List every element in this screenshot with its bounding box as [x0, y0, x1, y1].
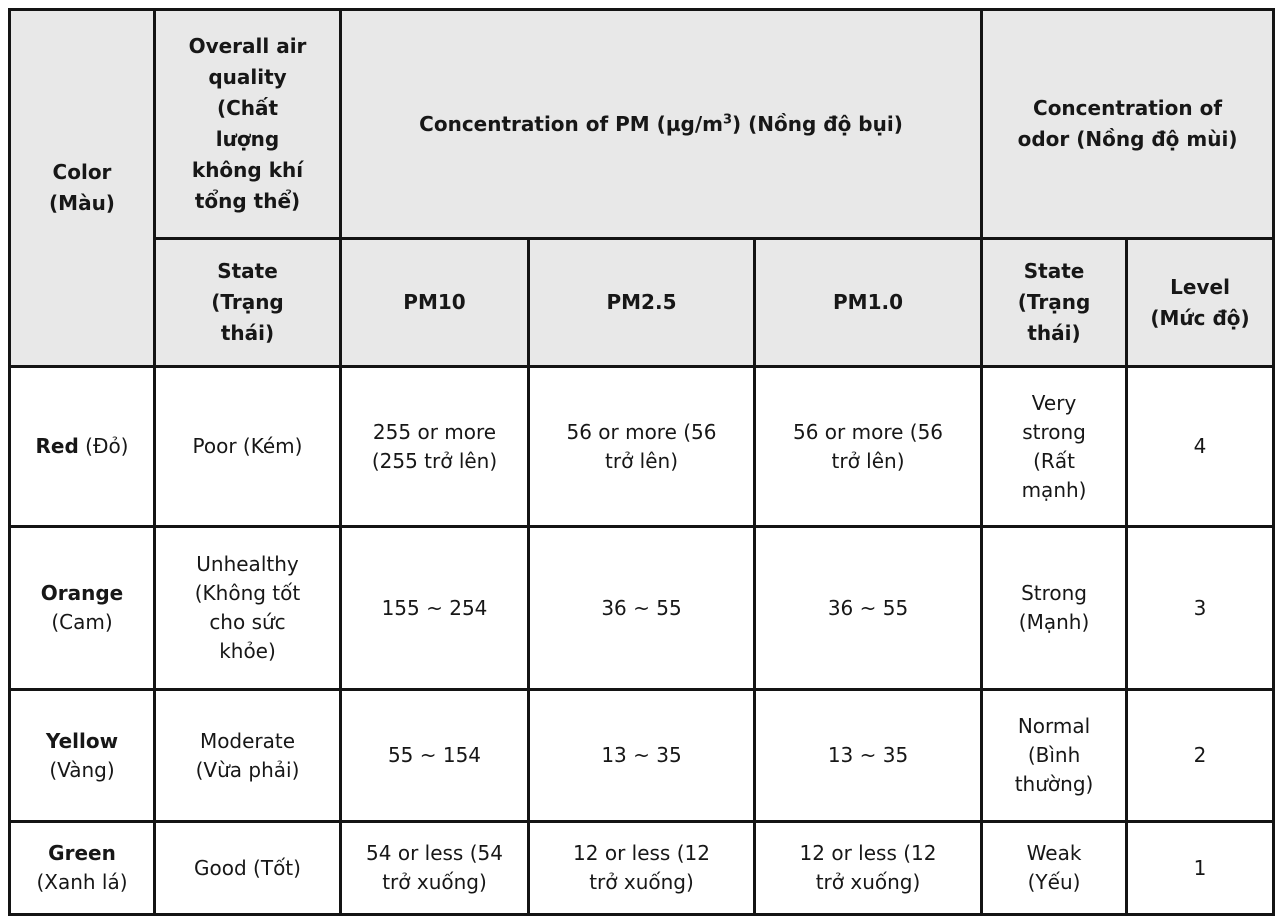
air-quality-table: Color (Màu) Overall air quality (Chất lư…	[8, 8, 1276, 916]
cell-orange-state: Unhealthy (Không tốt cho sức khỏe)	[153, 525, 342, 691]
color-vietnamese-red: (Đỏ)	[85, 434, 129, 458]
cell-red-pm10: 255 or more (255 trở lên)	[339, 365, 530, 528]
color-name-yellow: Yellow	[45, 728, 119, 753]
cell-red-pm1: 56 or more (56 trở lên)	[752, 365, 984, 528]
cell-orange-pm10: 155 ~ 254	[339, 525, 530, 691]
header-pm25: PM2.5	[527, 237, 756, 368]
cell-green-state: Good (Tốt)	[153, 820, 342, 916]
header-color: Color (Màu)	[8, 8, 156, 368]
cell-orange-level: 3	[1125, 525, 1276, 691]
color-vietnamese-green: (Xanh lá)	[36, 870, 128, 894]
cell-red-state: Poor (Kém)	[153, 365, 342, 528]
header-level: Level (Mức độ)	[1125, 237, 1276, 368]
cell-yellow-level: 2	[1125, 688, 1276, 823]
cell-yellow-pm25: 13 ~ 35	[527, 688, 756, 823]
cell-red-pm25: 56 or more (56 trở lên)	[527, 365, 756, 528]
header-pm-group-superscript: 3	[723, 111, 733, 127]
cell-yellow-state: Moderate (Vừa phải)	[153, 688, 342, 823]
header-row-2: State (Trạng thái) PM10 PM2.5 PM1.0 Stat…	[10, 237, 1276, 368]
color-name-orange: Orange	[40, 581, 124, 605]
cell-green-color: Green (Xanh lá)	[8, 820, 156, 916]
cell-red-level: 4	[1125, 365, 1276, 528]
color-name-red: Red	[35, 434, 79, 458]
cell-orange-color: Orange (Cam)	[8, 525, 156, 691]
table-row-red: Red (Đỏ) Poor (Kém) 255 or more (255 trở…	[8, 365, 1276, 528]
cell-green-level: 1	[1125, 820, 1276, 916]
header-pm10: PM10	[339, 237, 530, 368]
header-state-odor: State (Trạng thái)	[980, 237, 1129, 368]
color-name-green: Green	[48, 841, 116, 865]
cell-green-pm10: 54 or less (54 trở xuống)	[339, 820, 530, 916]
header-overall-air-quality: Overall air quality (Chất lượng không kh…	[153, 8, 342, 240]
header-pm-group-text-end: ) (Nồng độ bụi)	[732, 111, 903, 136]
cell-orange-pm1: 36 ~ 55	[752, 525, 984, 691]
color-vietnamese-orange: (Cam)	[51, 610, 113, 634]
header-pm1: PM1.0	[752, 237, 984, 368]
cell-green-odor-state: Weak (Yếu)	[980, 820, 1129, 916]
table-row-green: Green (Xanh lá) Good (Tốt) 54 or less (5…	[8, 820, 1276, 916]
header-state-air: State (Trạng thái)	[153, 237, 342, 368]
cell-orange-pm25: 36 ~ 55	[527, 525, 756, 691]
cell-yellow-pm10: 55 ~ 154	[339, 688, 530, 823]
header-pm-group: Concentration of PM (µg/m3) (Nồng độ bụi…	[338, 8, 984, 240]
cell-yellow-odor-state: Normal (Bình thường)	[980, 688, 1129, 823]
header-odor-group: Concentration of odor (Nồng độ mùi)	[980, 8, 1276, 240]
cell-red-color: Red (Đỏ)	[8, 365, 156, 528]
table-row-yellow: Yellow (Vàng) Moderate (Vừa phải) 55 ~ 1…	[8, 688, 1276, 823]
table-row-orange: Orange (Cam) Unhealthy (Không tốt cho sứ…	[8, 525, 1276, 691]
cell-orange-odor-state: Strong (Mạnh)	[980, 525, 1129, 691]
cell-green-pm1: 12 or less (12 trở xuống)	[752, 820, 984, 916]
cell-red-odor-state: Very strong (Rất mạnh)	[980, 365, 1129, 528]
cell-green-pm25: 12 or less (12 trở xuống)	[527, 820, 756, 916]
cell-yellow-color: Yellow (Vàng)	[8, 688, 156, 823]
color-vietnamese-yellow: (Vàng)	[49, 757, 115, 782]
cell-yellow-pm1: 13 ~ 35	[752, 688, 984, 823]
header-row-1: Color (Màu) Overall air quality (Chất lư…	[8, 8, 1276, 368]
header-pm-group-text: Concentration of PM (µg/m	[419, 111, 723, 136]
